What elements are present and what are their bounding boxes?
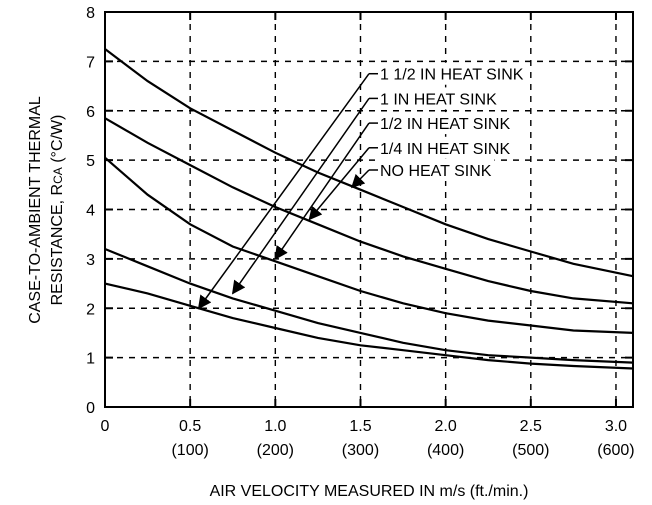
curve-label: NO HEAT SINK [380,163,492,180]
x-axis-title: AIR VELOCITY MEASURED IN m/s (ft./min.) [210,483,529,500]
y-axis-title-subscript: CA [51,167,65,184]
curve-label: 1/4 IN HEAT SINK [380,141,510,158]
y-axis-title-suffix: (°C/W) [49,115,66,168]
x-tick-sublabel: (600) [597,442,634,459]
y-tick-label: 2 [86,301,95,318]
x-axis-ticks: 0 0.5 (100) 1.0 (200) 1.5 (300) 2.0 (400) 2.5 (500… [101,12,635,459]
pointer-arrow [274,122,370,260]
pointer-arrow [308,147,370,221]
curve-1-1-2-in-heat-sink [104,282,634,370]
curve-no-heat-sink [104,48,634,278]
curve-label: 1 IN HEAT SINK [380,91,497,108]
curves [104,48,634,370]
x-tick-sublabel: (200) [257,442,294,459]
pointer-arrow [231,97,370,295]
y-axis-title-line1: CASE-TO-AMBIENT THERMAL [27,96,44,324]
x-tick-label: 1.5 [349,418,371,435]
curve-1-4-in-heat-sink [104,117,634,305]
x-tick-sublabel: (100) [171,442,208,459]
y-tick-label: 0 [86,400,95,417]
y-tick-label: 8 [86,5,95,22]
x-tick-label: 2.0 [435,418,457,435]
curve-pointers: NO HEAT SINK 1/4 IN HEAT SINK 1/2 IN HEAT … [197,62,527,310]
curve-label-background [379,136,514,159]
grid [105,12,633,407]
curve-label-background [379,87,500,110]
x-tick-label: 2.5 [520,418,542,435]
curve-label-background [379,112,514,135]
curve-label: 1 1/2 IN HEAT SINK [380,67,524,84]
y-axis-title-line2: RESISTANCE, RCA (°C/W) [49,115,66,306]
x-tick-label: 0 [101,418,110,435]
x-tick-label: 0.5 [179,418,201,435]
x-tick-sublabel: (300) [342,442,379,459]
x-tick-label: 1.0 [264,418,286,435]
curve-label-background [379,159,495,181]
curve-1-in-heat-sink [104,247,634,364]
pointer-arrow [197,73,370,310]
y-axis-title-prefix: RESISTANCE, R [49,184,66,306]
y-tick-label: 7 [86,54,95,71]
y-tick-label: 3 [86,252,95,269]
curve-label: 1/2 IN HEAT SINK [380,116,510,133]
pointer-arrow [351,169,370,189]
curve-1-2-in-heat-sink [104,156,634,334]
y-tick-label: 5 [86,153,95,170]
y-tick-label: 6 [86,104,95,121]
y-tick-label: 4 [86,203,95,220]
y-tick-label: 1 [86,351,95,368]
curve-label-background [379,62,527,85]
x-tick-sublabel: (400) [427,442,464,459]
x-tick-label: 3.0 [605,418,627,435]
x-tick-sublabel: (500) [512,442,549,459]
y-axis-ticks: 0 1 2 3 4 5 6 7 8 [86,5,633,417]
